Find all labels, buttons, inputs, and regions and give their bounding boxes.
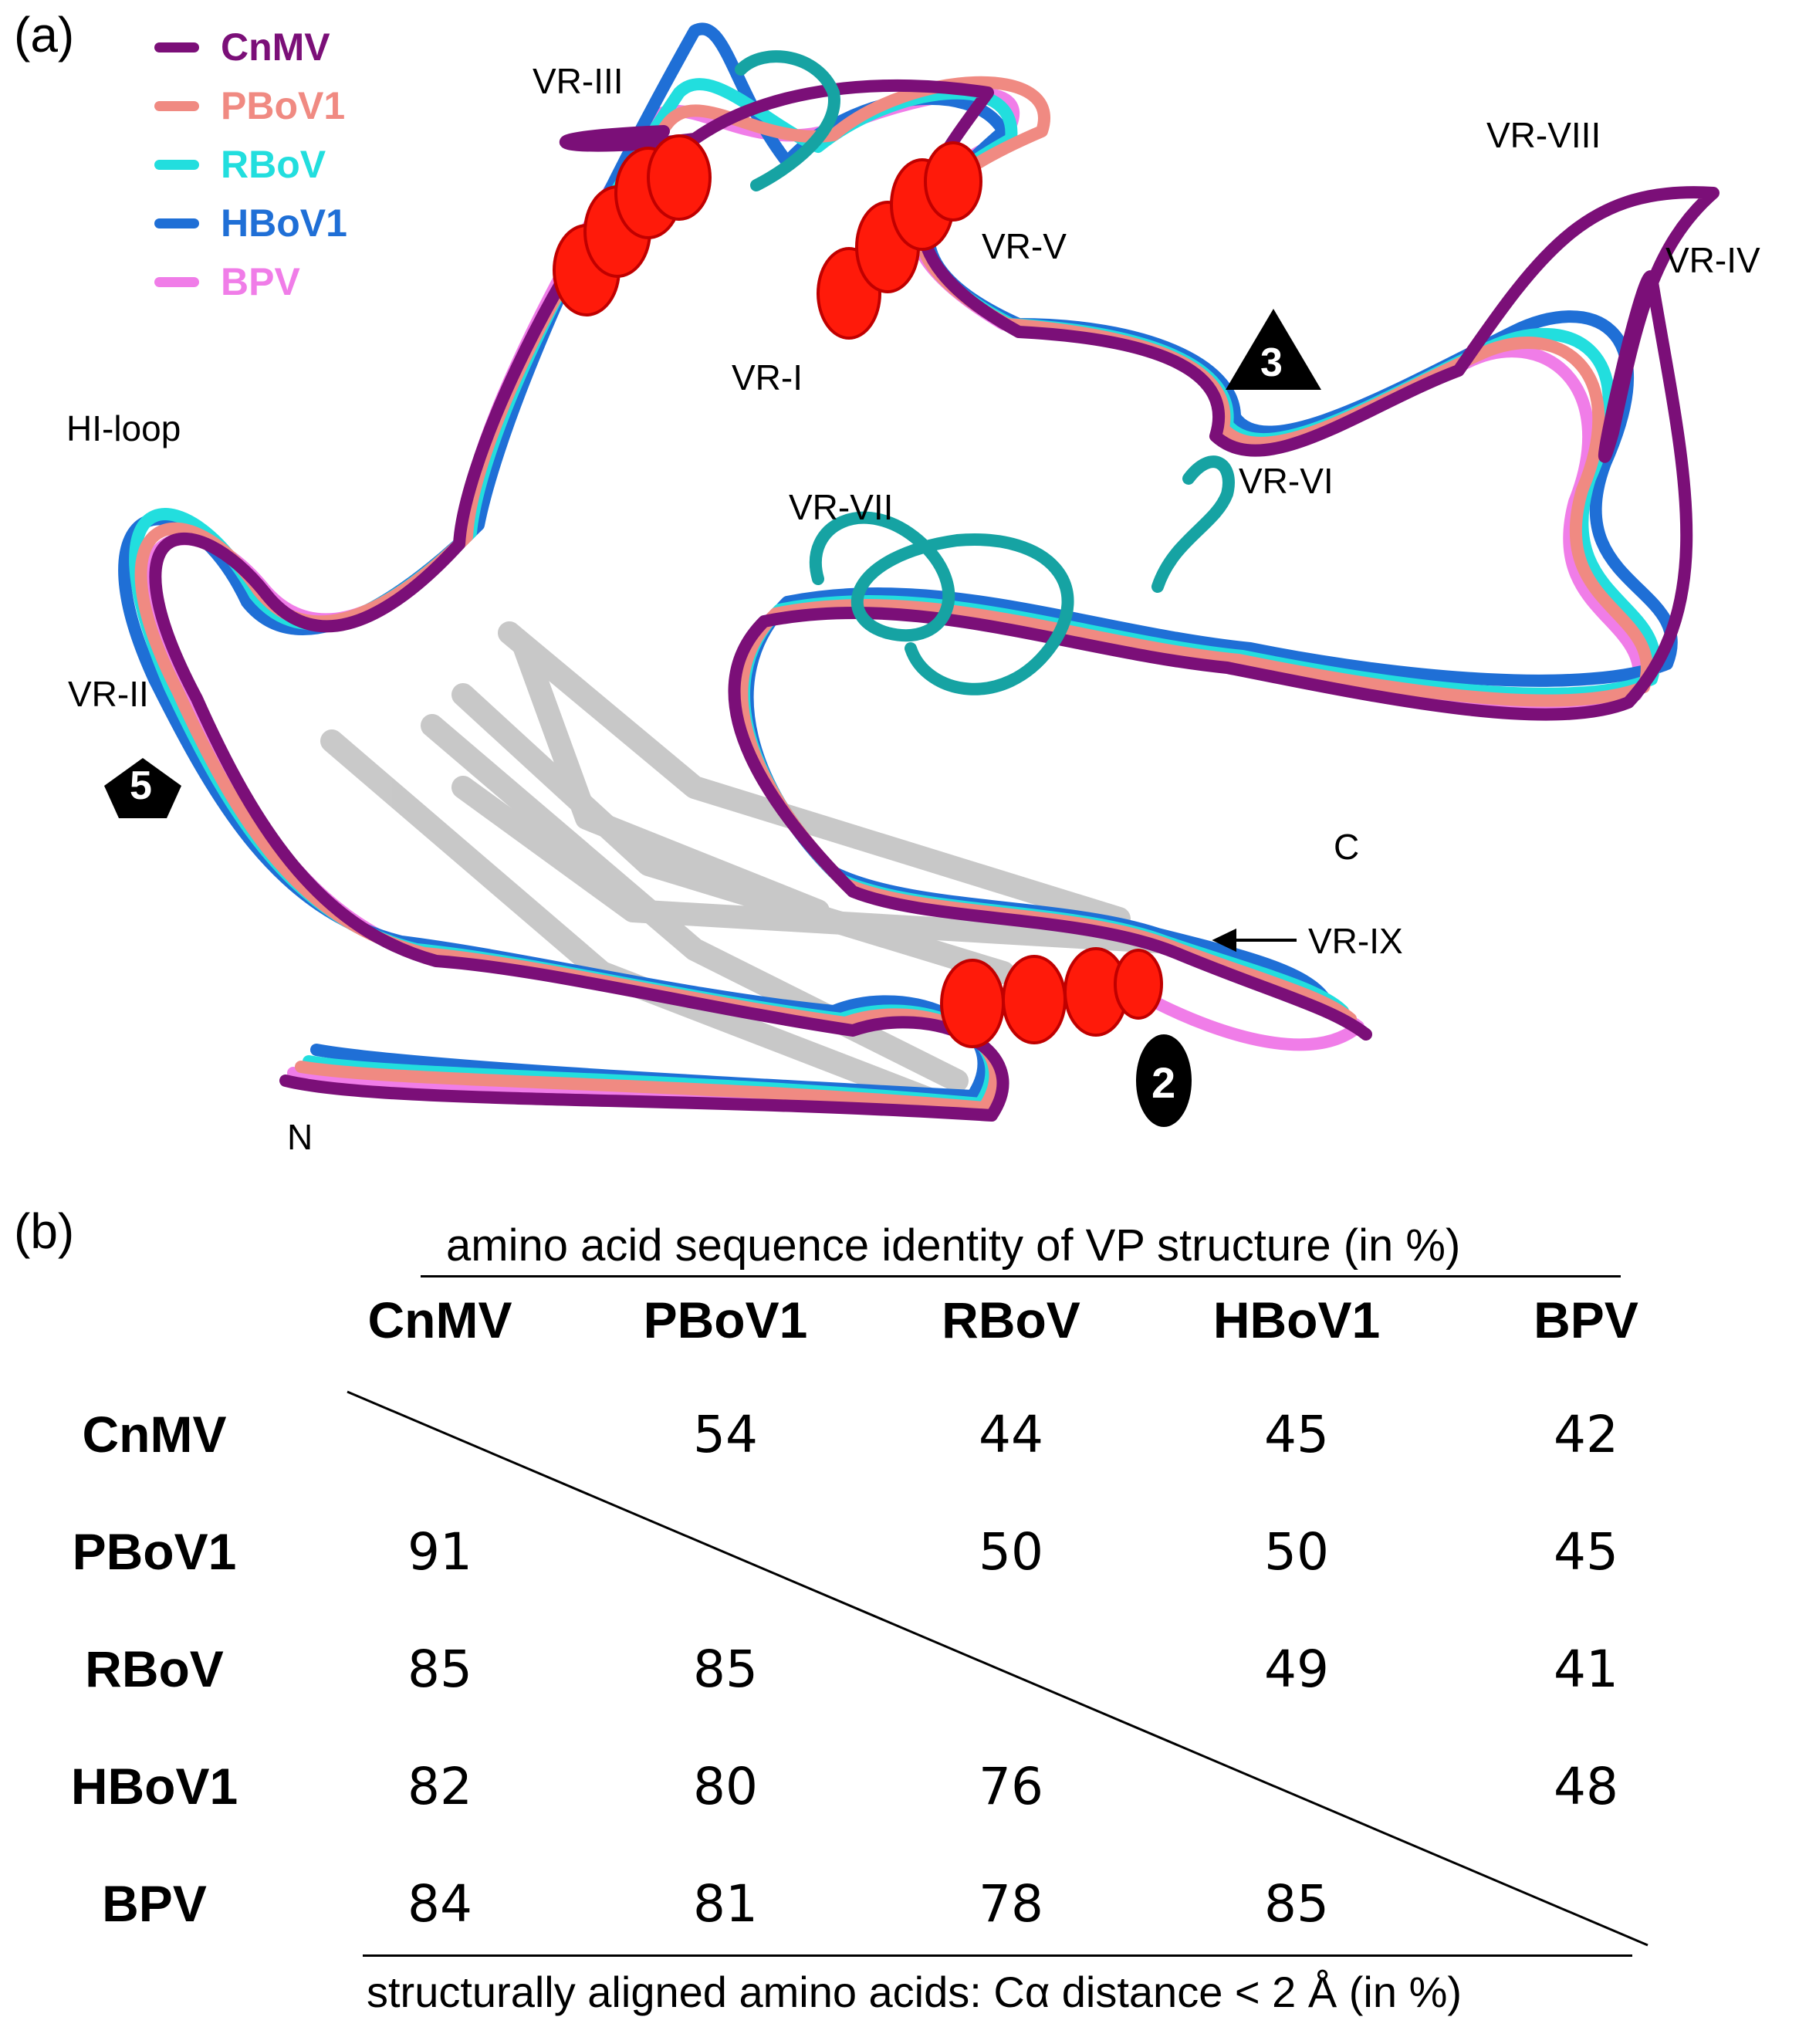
legend-swatch bbox=[154, 276, 199, 287]
three-fold-label: 3 bbox=[1260, 340, 1283, 385]
legend-label: RBoV bbox=[221, 143, 326, 186]
table-cell: 45 bbox=[1554, 1522, 1618, 1582]
table-cell: 42 bbox=[1554, 1405, 1618, 1464]
two-fold-label: 2 bbox=[1151, 1058, 1176, 1107]
table-cell: 85 bbox=[407, 1640, 472, 1699]
vr-iii-label: VR-III bbox=[533, 61, 624, 101]
five-fold-symbol bbox=[104, 758, 181, 818]
teal-loop bbox=[1151, 455, 1235, 593]
hi-loop-label: HI-loop bbox=[66, 408, 181, 448]
two-fold-symbol bbox=[1136, 1034, 1192, 1127]
legend-label: CnMV bbox=[221, 25, 330, 69]
panel-a-label: (a) bbox=[14, 7, 75, 63]
legend-swatch bbox=[154, 218, 199, 228]
table-bottom-header: structurally aligned amino acids: Cα dis… bbox=[367, 1968, 1463, 2016]
c-terminus-label: C bbox=[1334, 827, 1360, 867]
column-header: RBoV bbox=[942, 1291, 1080, 1349]
vr-i-label: VR-I bbox=[732, 357, 803, 398]
table-cell: 50 bbox=[979, 1522, 1043, 1582]
row-header: CnMV bbox=[82, 1406, 227, 1463]
vr-ii-label: VR-II bbox=[68, 674, 149, 714]
legend-item: RBoV bbox=[154, 142, 326, 187]
table-top-header: amino acid sequence identity of VP struc… bbox=[446, 1220, 1461, 1271]
table-cell: 76 bbox=[979, 1757, 1043, 1816]
n-terminus-label: N bbox=[287, 1117, 313, 1157]
legend-label: HBoV1 bbox=[221, 201, 347, 245]
legend-item: HBoV1 bbox=[154, 201, 347, 245]
table-cell: 91 bbox=[407, 1522, 472, 1582]
table-cell: 85 bbox=[1264, 1874, 1329, 1934]
table-cell: 49 bbox=[1264, 1640, 1329, 1699]
legend-swatch bbox=[154, 42, 199, 52]
vr-v-label: VR-V bbox=[982, 226, 1067, 266]
table-cell: 50 bbox=[1264, 1522, 1329, 1582]
vr-vii-label: VR-VII bbox=[789, 487, 894, 527]
legend-label: PBoV1 bbox=[221, 84, 346, 127]
table-cell: 80 bbox=[693, 1757, 758, 1816]
table-cell: 41 bbox=[1554, 1640, 1618, 1699]
table-cell: 45 bbox=[1264, 1405, 1329, 1464]
column-header: PBoV1 bbox=[643, 1291, 808, 1349]
column-header: BPV bbox=[1534, 1291, 1638, 1349]
row-header: RBoV bbox=[85, 1640, 224, 1697]
row-header: HBoV1 bbox=[70, 1758, 238, 1815]
table-cell: 78 bbox=[979, 1874, 1043, 1934]
table-cell: 54 bbox=[693, 1405, 758, 1464]
table-cell: 82 bbox=[407, 1757, 472, 1816]
five-fold-label: 5 bbox=[130, 763, 152, 808]
cnmv-backbone bbox=[149, 79, 1720, 1122]
legend-item: CnMV bbox=[154, 25, 330, 69]
table-cell: 84 bbox=[407, 1874, 472, 1934]
table-cell: 48 bbox=[1554, 1757, 1618, 1816]
legend-item: PBoV1 bbox=[154, 83, 345, 128]
vr-vi-label: VR-VI bbox=[1239, 461, 1334, 501]
vr-ix-arrow bbox=[1212, 928, 1297, 953]
row-header: BPV bbox=[102, 1875, 207, 1932]
panel-b-label: (b) bbox=[14, 1203, 75, 1259]
row-header: PBoV1 bbox=[72, 1523, 237, 1580]
table-cell: 85 bbox=[693, 1640, 758, 1699]
teal-loop bbox=[735, 50, 840, 191]
column-header: CnMV bbox=[367, 1291, 512, 1349]
table-cell: 44 bbox=[979, 1405, 1043, 1464]
bottom-header-rule bbox=[363, 1954, 1632, 1957]
column-header: HBoV1 bbox=[1212, 1291, 1381, 1349]
three-fold-symbol bbox=[1226, 309, 1321, 390]
vr-ix-label: VR-IX bbox=[1308, 921, 1403, 961]
vr-iv-label: VR-IV bbox=[1665, 240, 1760, 280]
teal-loop bbox=[809, 511, 1074, 695]
vr-viii-label: VR-VIII bbox=[1486, 115, 1601, 155]
top-header-rule bbox=[421, 1275, 1621, 1278]
legend-item: BPV bbox=[154, 259, 300, 304]
legend-label: BPV bbox=[221, 260, 300, 303]
alpha-helices-top bbox=[553, 134, 982, 340]
protein-structure-superposition bbox=[104, 22, 1720, 1127]
table-cell: 81 bbox=[693, 1874, 758, 1934]
alpha-helix-bottom bbox=[940, 947, 1163, 1048]
legend-swatch bbox=[154, 159, 199, 170]
legend-swatch bbox=[154, 100, 199, 111]
